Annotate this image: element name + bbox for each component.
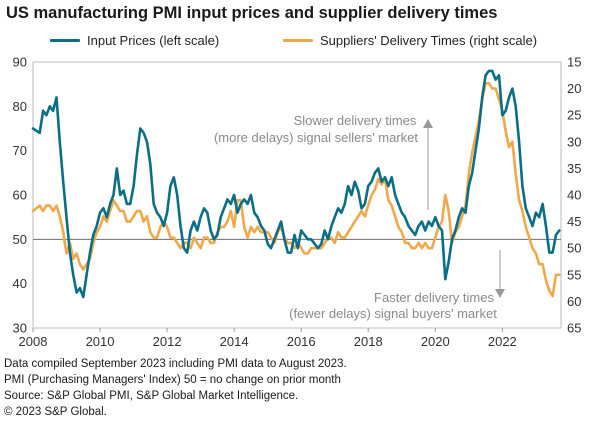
left-tick-label: 30 xyxy=(13,321,27,336)
right-tick-label: 45 xyxy=(567,214,581,229)
x-tick-label: 2010 xyxy=(86,334,115,349)
x-tick-label: 2022 xyxy=(488,334,517,349)
right-tick-label: 30 xyxy=(567,134,581,149)
right-tick-label: 60 xyxy=(567,294,581,309)
right-tick-label: 65 xyxy=(567,321,581,336)
x-tick-label: 2014 xyxy=(220,334,249,349)
right-tick-label: 15 xyxy=(567,55,581,70)
right-tick-label: 35 xyxy=(567,161,581,176)
left-tick-label: 80 xyxy=(13,99,27,114)
left-tick-label: 90 xyxy=(13,55,27,70)
legend-label-delivery-times: Suppliers' Delivery Times (right scale) xyxy=(320,33,538,48)
annotation-up-arrowhead xyxy=(423,119,433,128)
right-tick-label: 55 xyxy=(567,267,581,282)
left-tick-label: 60 xyxy=(13,188,27,203)
legend: Input Prices (left scale) Suppliers' Del… xyxy=(0,33,595,53)
annotation-faster-line1: Faster delivery times xyxy=(374,290,494,305)
chart-title: US manufacturing PMI input prices and su… xyxy=(6,4,498,22)
annotation-slower-line1: Slower delivery times xyxy=(294,113,417,128)
annotation-slower-line2: (more delays) signal sellers' market xyxy=(214,130,418,145)
left-tick-label: 40 xyxy=(13,276,27,291)
footer-line-4: © 2023 S&P Global. xyxy=(4,406,107,418)
right-tick-label: 20 xyxy=(567,81,581,96)
legend-swatch-input-prices xyxy=(50,39,80,42)
left-tick-label: 70 xyxy=(13,143,27,158)
footer-line-3: Source: S&P Global PMI, S&P Global Marke… xyxy=(4,390,299,402)
series-line-input-prices xyxy=(31,69,561,299)
annotation-faster-line2: (fewer delays) signal buyers' market xyxy=(289,306,497,321)
x-tick-label: 2020 xyxy=(421,334,450,349)
left-tick-label: 50 xyxy=(13,232,27,247)
legend-item-input-prices: Input Prices (left scale) xyxy=(50,33,219,48)
footer-line-2: PMI (Purchasing Managers' Index) 50 = no… xyxy=(4,374,341,386)
right-tick-label: 25 xyxy=(567,108,581,123)
x-tick-label: 2016 xyxy=(287,334,316,349)
footer-line-1: Data compiled September 2023 including P… xyxy=(4,358,347,370)
legend-swatch-delivery-times xyxy=(283,39,313,42)
right-tick-label: 50 xyxy=(567,241,581,256)
legend-label-input-prices: Input Prices (left scale) xyxy=(87,33,220,48)
x-tick-label: 2018 xyxy=(354,334,383,349)
plot-frame xyxy=(32,61,562,329)
annotation-down-arrowhead xyxy=(495,289,505,298)
right-tick-label: 40 xyxy=(567,188,581,203)
x-tick-label: 2008 xyxy=(19,334,48,349)
footer-notes: Data compiled September 2023 including P… xyxy=(4,356,347,420)
legend-item-delivery-times: Suppliers' Delivery Times (right scale) xyxy=(283,33,537,48)
x-tick-label: 2012 xyxy=(153,334,182,349)
